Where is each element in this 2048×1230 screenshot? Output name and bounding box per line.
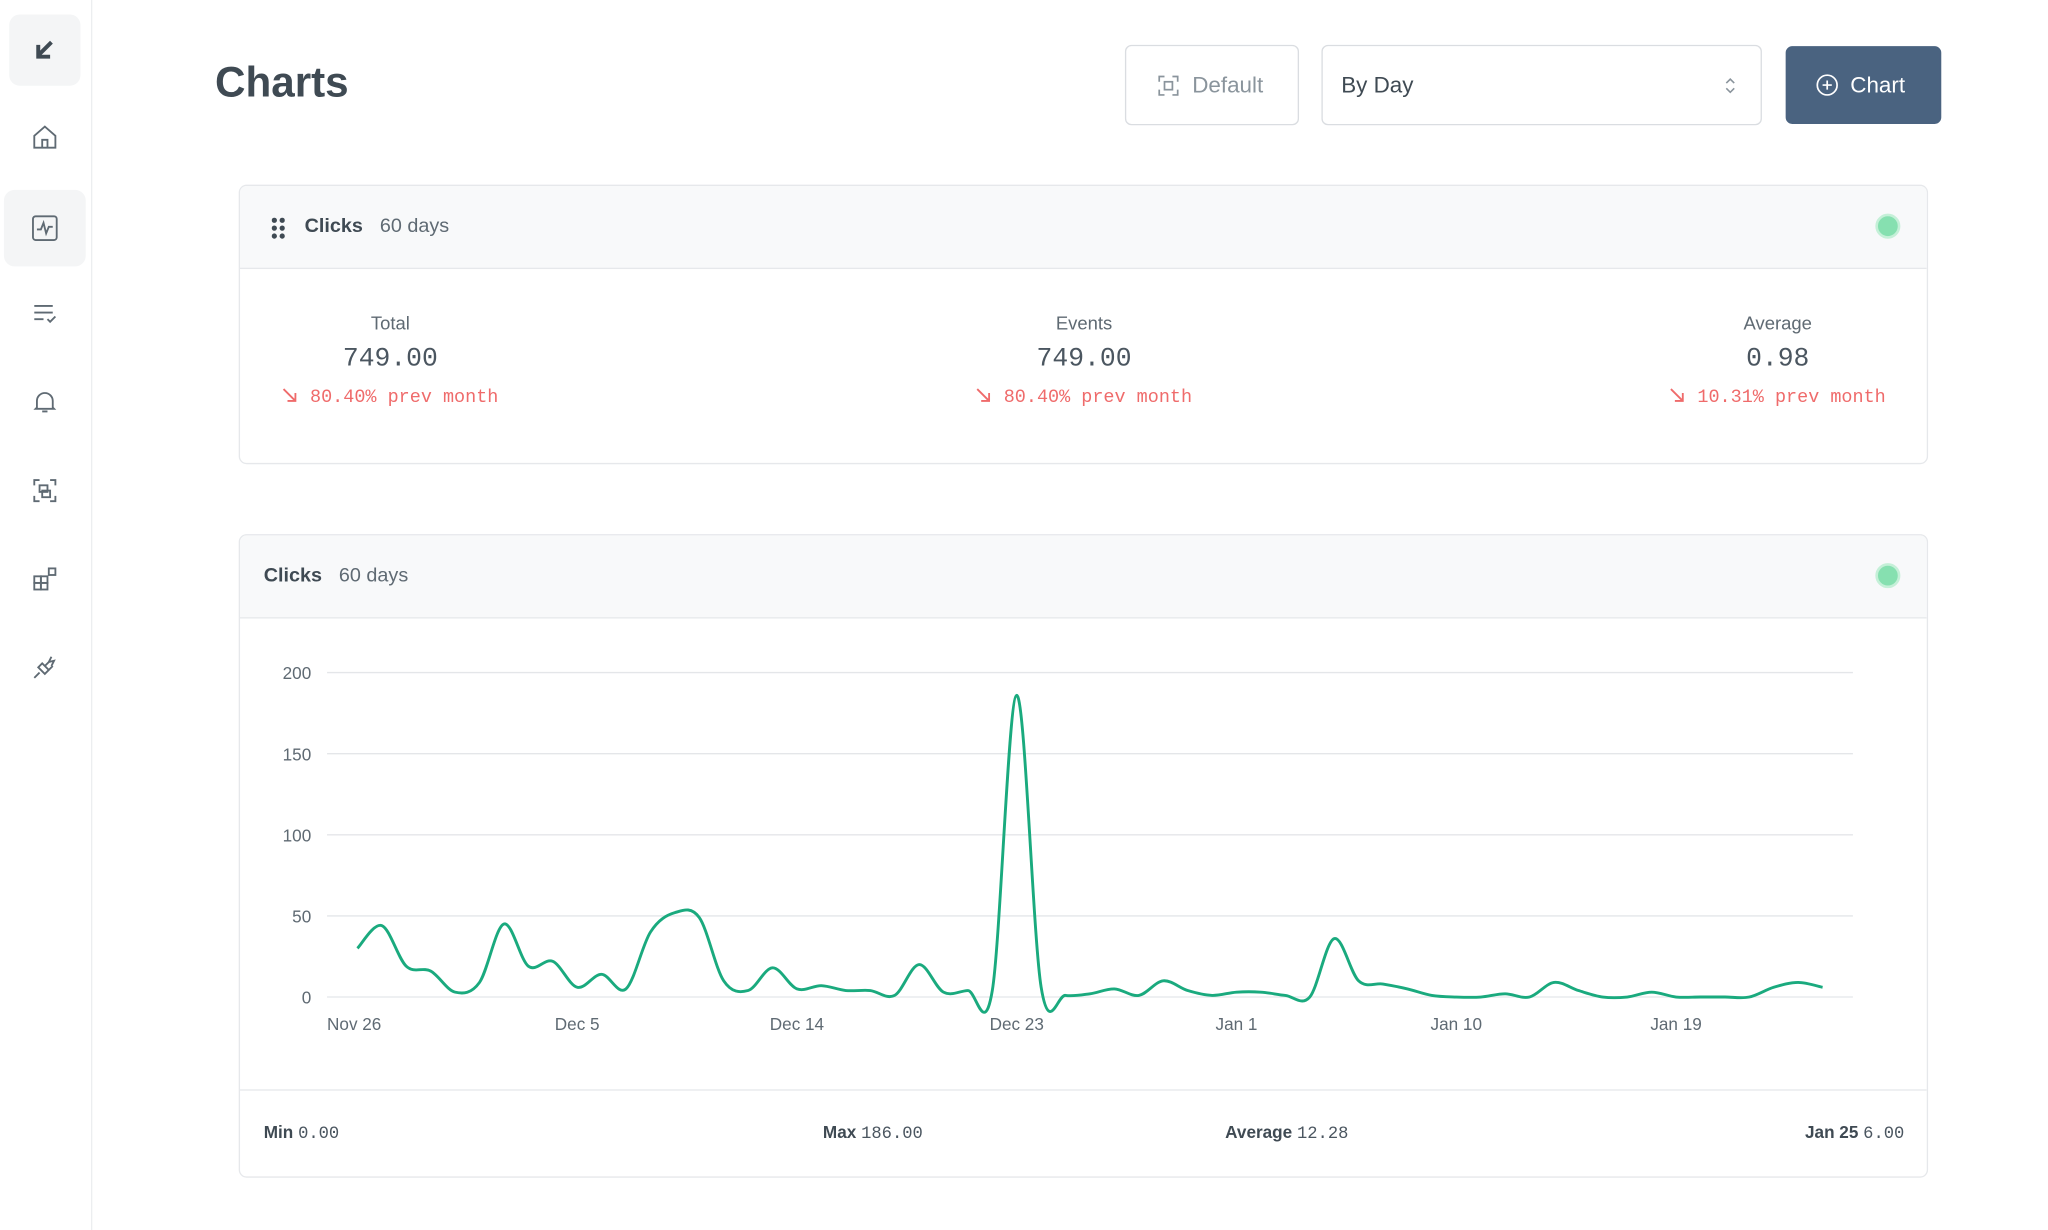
scan-icon (1158, 74, 1179, 96)
default-button[interactable]: Default (1124, 44, 1300, 126)
metric-label: Total (370, 312, 410, 334)
metric-value: 749.00 (1036, 344, 1132, 375)
stat-value: 186.00 (861, 1123, 923, 1144)
metric: Events 749.00 80.40% prev month (913, 313, 1256, 409)
sidebar (0, 0, 93, 1230)
metric-value: 0.98 (1746, 344, 1810, 375)
card-header: Clicks 60 days (240, 535, 1927, 619)
stat-value: 6.00 (1863, 1123, 1905, 1144)
y-tick-label: 0 (302, 988, 312, 1008)
metric-change: 80.40% prev month (913, 388, 1256, 409)
down-arrow (1670, 388, 1684, 402)
scan-icon[interactable] (9, 455, 80, 526)
chart-card: Clicks 60 days Min 0.00 Max 186.00 Average… (238, 534, 1929, 1178)
blocks-icon[interactable] (9, 543, 80, 614)
plus-icon (1816, 74, 1838, 96)
select-arrows (1725, 78, 1735, 94)
divider (240, 1089, 1927, 1091)
bell-icon[interactable] (9, 367, 80, 438)
y-tick-label: 200 (283, 663, 312, 683)
x-tick-label: Jan 1 (1216, 1014, 1258, 1034)
select-value: By Day (1341, 71, 1414, 97)
x-tick-label: Nov 26 (327, 1014, 381, 1034)
metric-change: 80.40% prev month (240, 387, 562, 409)
metric-value: 749.00 (342, 344, 438, 375)
button-label: Default (1192, 71, 1264, 97)
stat-label: Min (263, 1122, 294, 1143)
metric-label: Events (1055, 312, 1113, 334)
stat: Jan 25 6.00 (1805, 1122, 1904, 1143)
status-dot (1875, 563, 1901, 589)
y-tick-label: 50 (292, 907, 311, 927)
change-text: 10.31% prev month (1697, 387, 1886, 409)
x-tick-label: Dec 23 (990, 1014, 1044, 1034)
metric: Total 749.00 80.40% prev month (240, 312, 562, 409)
y-tick-label: 150 (283, 744, 312, 764)
y-tick-label: 100 (283, 825, 312, 845)
down-arrow (282, 388, 297, 402)
change-text: 80.40% prev month (1003, 387, 1193, 409)
logo[interactable] (9, 14, 81, 86)
status-dot (1875, 213, 1901, 239)
stat: Min 0.00 (264, 1122, 339, 1143)
down-arrow (976, 388, 991, 402)
metric-label: Average (1743, 312, 1812, 334)
card-title: Clicks (304, 214, 363, 238)
button-label: Chart (1850, 71, 1906, 97)
charts-icon[interactable] (3, 189, 86, 267)
period-select[interactable]: By Day (1321, 44, 1762, 126)
stat-value: 12.28 (1296, 1123, 1349, 1144)
stat-label: Max (822, 1122, 857, 1143)
card-header: Clicks 60 days (240, 185, 1927, 270)
card-range: 60 days (338, 564, 409, 587)
card-range: 60 days (379, 214, 450, 238)
stat: Average 12.28 (1225, 1122, 1348, 1143)
stat: Max 186.00 (823, 1122, 923, 1143)
summary-card: Clicks 60 days Total 749.00 80.40% prev mo… (238, 184, 1929, 465)
x-tick-label: Jan 19 (1650, 1014, 1701, 1034)
stat-value: 0.00 (298, 1123, 340, 1144)
line-series (356, 693, 1823, 1014)
x-tick-label: Jan 10 (1431, 1014, 1482, 1034)
add-chart-button[interactable]: Chart (1785, 46, 1942, 124)
x-tick-label: Dec 14 (770, 1014, 825, 1034)
card-title: Clicks (263, 564, 323, 587)
metric: Average 0.98 10.31% prev month (1606, 312, 1926, 409)
list-icon[interactable] (9, 278, 80, 349)
stat-label: Jan 25 (1805, 1122, 1859, 1143)
plug-icon[interactable] (9, 632, 80, 703)
drag-handle[interactable] (271, 217, 285, 242)
page-title: Charts (214, 58, 349, 106)
home-icon[interactable] (9, 102, 80, 173)
x-tick-label: Dec 5 (555, 1014, 600, 1034)
stat-label: Average (1225, 1122, 1293, 1143)
metric-change: 10.31% prev month (1606, 387, 1926, 409)
change-text: 80.40% prev month (310, 387, 499, 409)
